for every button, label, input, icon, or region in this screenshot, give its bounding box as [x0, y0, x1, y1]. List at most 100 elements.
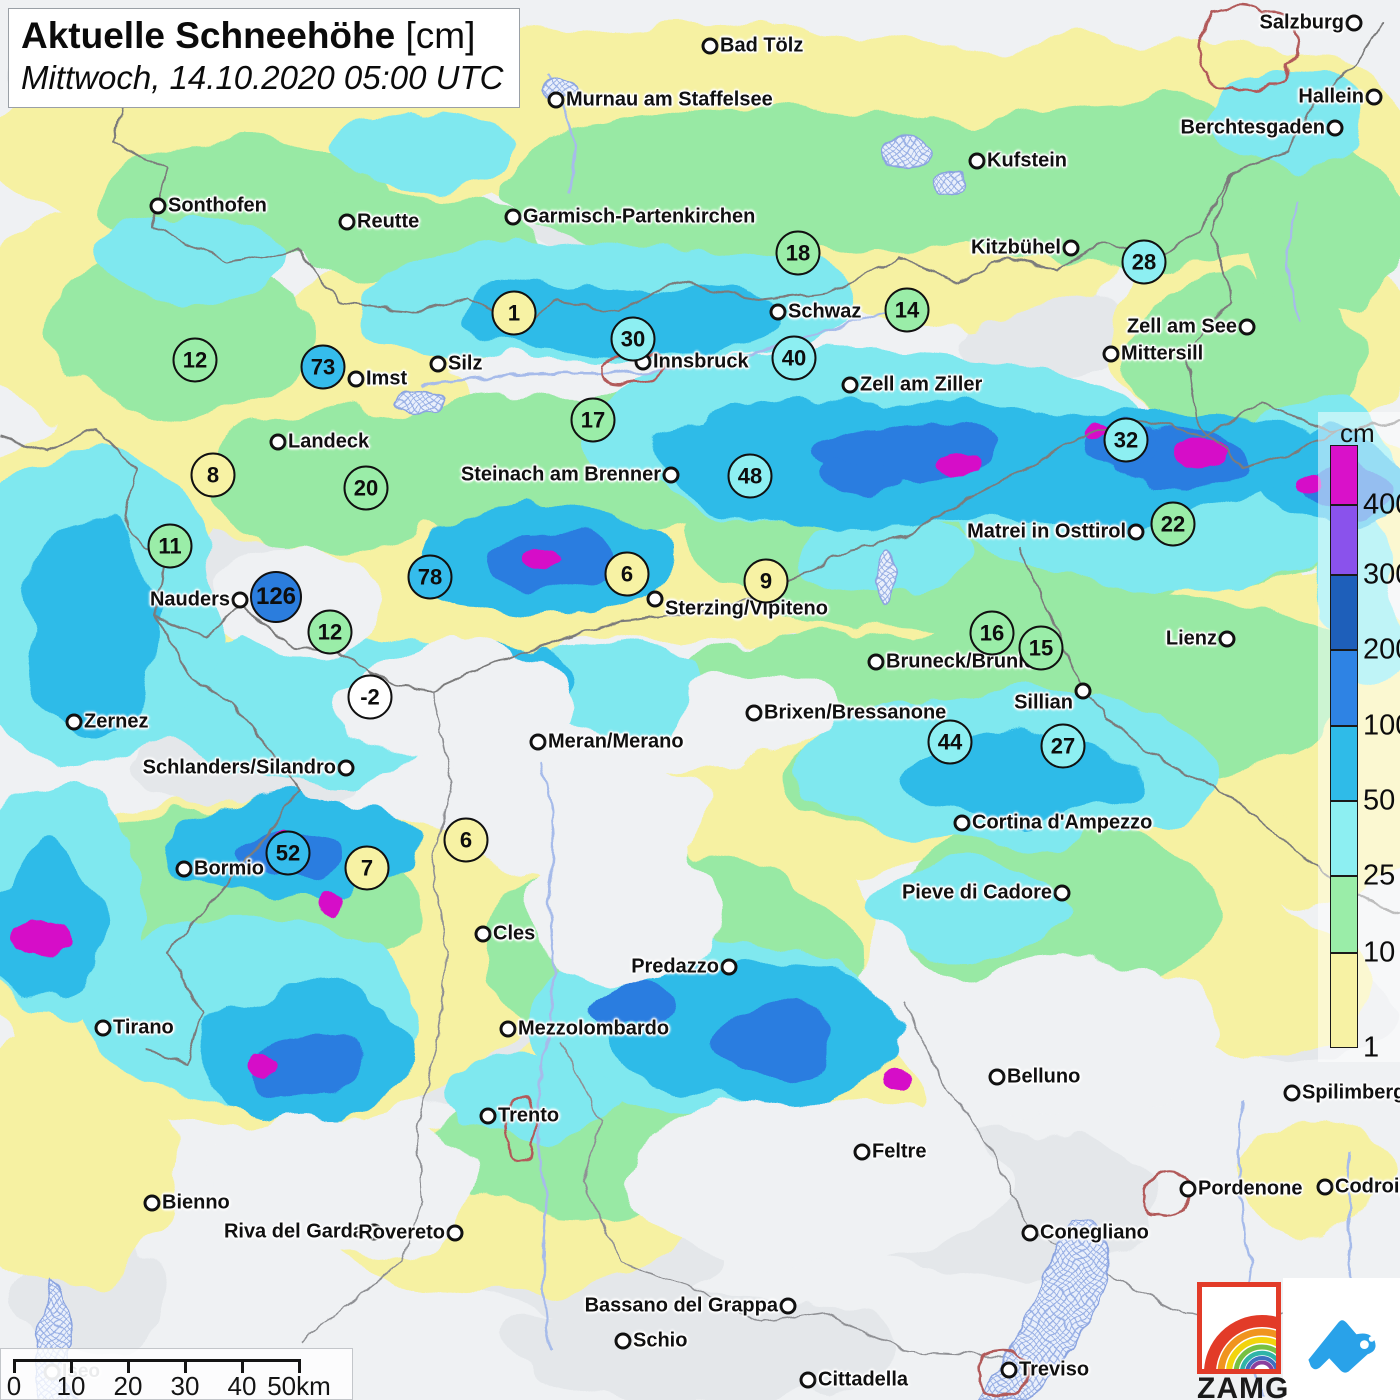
- city-label-Bruneck/Brunico: Bruneck/Brunico: [886, 650, 1048, 673]
- legend-tick-25: 25: [1363, 859, 1396, 892]
- legend-tick-400: 400: [1363, 488, 1400, 521]
- title-unit: [cm]: [405, 15, 476, 56]
- station-40: 40: [771, 335, 817, 381]
- station-11: 11: [147, 523, 193, 569]
- legend-color-1: [1330, 953, 1358, 1048]
- scalebar-label-0: 0: [6, 1371, 22, 1400]
- city-marker-Feltre: [853, 1143, 871, 1161]
- zamg-wordmark: ZAMG: [1197, 1372, 1290, 1400]
- valley-clear-layer: [200, 548, 1216, 1267]
- city-label-Mezzolombardo: Mezzolombardo: [518, 1017, 670, 1040]
- legend-color-10: [1330, 876, 1358, 953]
- city-marker-Kufstein: [968, 152, 986, 170]
- city-marker-Schwaz: [769, 303, 787, 321]
- station-6: 6: [443, 817, 489, 863]
- scalebar-tick-50km: [298, 1359, 301, 1373]
- station-22: 22: [1150, 501, 1196, 547]
- station-27: 27: [1040, 723, 1086, 769]
- station-126: 126: [250, 571, 302, 623]
- mountain-icon: [1307, 1320, 1376, 1373]
- city-label-Schlanders/Silandro: Schlanders/Silandro: [142, 756, 336, 779]
- city-marker-Treviso: [1000, 1361, 1018, 1379]
- city-marker-Codroipo: [1316, 1178, 1334, 1196]
- city-label-Schio: Schio: [633, 1329, 688, 1352]
- city-label-Matrei in Osttirol: Matrei in Osttirol: [967, 520, 1126, 543]
- city-label-Sillian: Sillian: [1014, 691, 1073, 714]
- city-marker-Pordenone: [1179, 1180, 1197, 1198]
- city-label-Garmisch-Partenkirchen: Garmisch-Partenkirchen: [523, 205, 756, 228]
- station-48: 48: [727, 453, 773, 499]
- station-15: 15: [1018, 625, 1064, 671]
- city-label-Berchtesgaden: Berchtesgaden: [1180, 116, 1326, 139]
- city-label-Feltre: Feltre: [872, 1140, 927, 1163]
- city-marker-Landeck: [269, 433, 287, 451]
- legend-tick-300: 300: [1363, 558, 1400, 591]
- station-32: 32: [1103, 417, 1149, 463]
- city-marker-Mezzolombardo: [499, 1020, 517, 1038]
- city-label-Bassano del Grappa: Bassano del Grappa: [584, 1294, 778, 1317]
- city-marker-Rovereto: [446, 1224, 464, 1242]
- city-marker-Cittadella: [799, 1371, 817, 1389]
- city-label-Nauders: Nauders: [149, 588, 230, 611]
- legend-color-300: [1330, 505, 1358, 575]
- title-box: Aktuelle Schneehöhe [cm] Mittwoch, 14.10…: [8, 8, 521, 109]
- legend-color-400: [1330, 445, 1358, 505]
- city-marker-Matrei in Osttirol: [1127, 523, 1145, 541]
- snow-partner-logo: [1283, 1278, 1400, 1400]
- station-14: 14: [884, 287, 930, 333]
- station-52: 52: [265, 830, 311, 876]
- city-marker-Zernez: [65, 713, 83, 731]
- station-1: 1: [491, 290, 537, 336]
- city-label-Mittersill: Mittersill: [1121, 342, 1204, 365]
- scalebar-line: [14, 1359, 301, 1362]
- city-label-Pordenone: Pordenone: [1198, 1177, 1303, 1200]
- legend-tick-1: 1: [1363, 1031, 1380, 1064]
- city-label-Riva del Garda: Riva del Garda: [223, 1220, 364, 1243]
- city-marker-Reutte: [338, 213, 356, 231]
- station--2: -2: [347, 674, 393, 720]
- city-label-Murnau am Staffelsee: Murnau am Staffelsee: [566, 88, 773, 111]
- station-8: 8: [190, 452, 236, 498]
- legend-color-200: [1330, 575, 1358, 650]
- city-marker-Bormio: [175, 860, 193, 878]
- lakes: [34, 77, 1110, 1400]
- city-label-Kitzbühel: Kitzbühel: [971, 236, 1061, 259]
- station-6: 6: [604, 551, 650, 597]
- title-timestamp: Mittwoch, 14.10.2020 05:00 UTC: [21, 58, 504, 96]
- city-label-Codroipo: Codroipo: [1335, 1175, 1400, 1198]
- city-marker-Hallein: [1365, 88, 1383, 106]
- city-marker-Schio: [614, 1332, 632, 1350]
- city-label-Sonthofen: Sonthofen: [168, 194, 267, 217]
- city-marker-Garmisch-Partenkirchen: [504, 208, 522, 226]
- city-marker-Belluno: [988, 1068, 1006, 1086]
- city-marker-Sillian: [1074, 682, 1092, 700]
- city-marker-Mittersill: [1102, 345, 1120, 363]
- scalebar-tick-0: [13, 1359, 16, 1373]
- city-label-Innsbruck: Innsbruck: [653, 350, 749, 373]
- city-marker-Schlanders/Silandro: [337, 759, 355, 777]
- city-marker-Steinach am Brenner: [662, 466, 680, 484]
- station-16: 16: [969, 610, 1015, 656]
- city-marker-Brixen/Bressanone: [745, 704, 763, 722]
- snow-400-layer: [12, 422, 1322, 1090]
- city-marker-Zell am See: [1238, 318, 1256, 336]
- city-label-Hallein: Hallein: [1298, 85, 1364, 108]
- zamg-logo-box: [1197, 1282, 1281, 1374]
- city-marker-Cortina d'Ampezzo: [953, 814, 971, 832]
- station-12: 12: [307, 609, 353, 655]
- station-73: 73: [300, 344, 346, 390]
- city-label-Zell am Ziller: Zell am Ziller: [860, 373, 983, 396]
- city-marker-Conegliano: [1021, 1224, 1039, 1242]
- station-17: 17: [570, 397, 616, 443]
- city-marker-Sonthofen: [149, 197, 167, 215]
- city-label-Bormio: Bormio: [194, 857, 264, 880]
- city-label-Imst: Imst: [366, 367, 408, 390]
- scalebar-tick-40: [241, 1359, 244, 1373]
- station-28: 28: [1121, 239, 1167, 285]
- city-label-Zell am See: Zell am See: [1126, 315, 1237, 338]
- legend-tick-10: 10: [1363, 936, 1396, 969]
- city-label-Bad Tölz: Bad Tölz: [720, 34, 804, 57]
- scalebar: 0 10 20 30 40 50km: [0, 1348, 353, 1400]
